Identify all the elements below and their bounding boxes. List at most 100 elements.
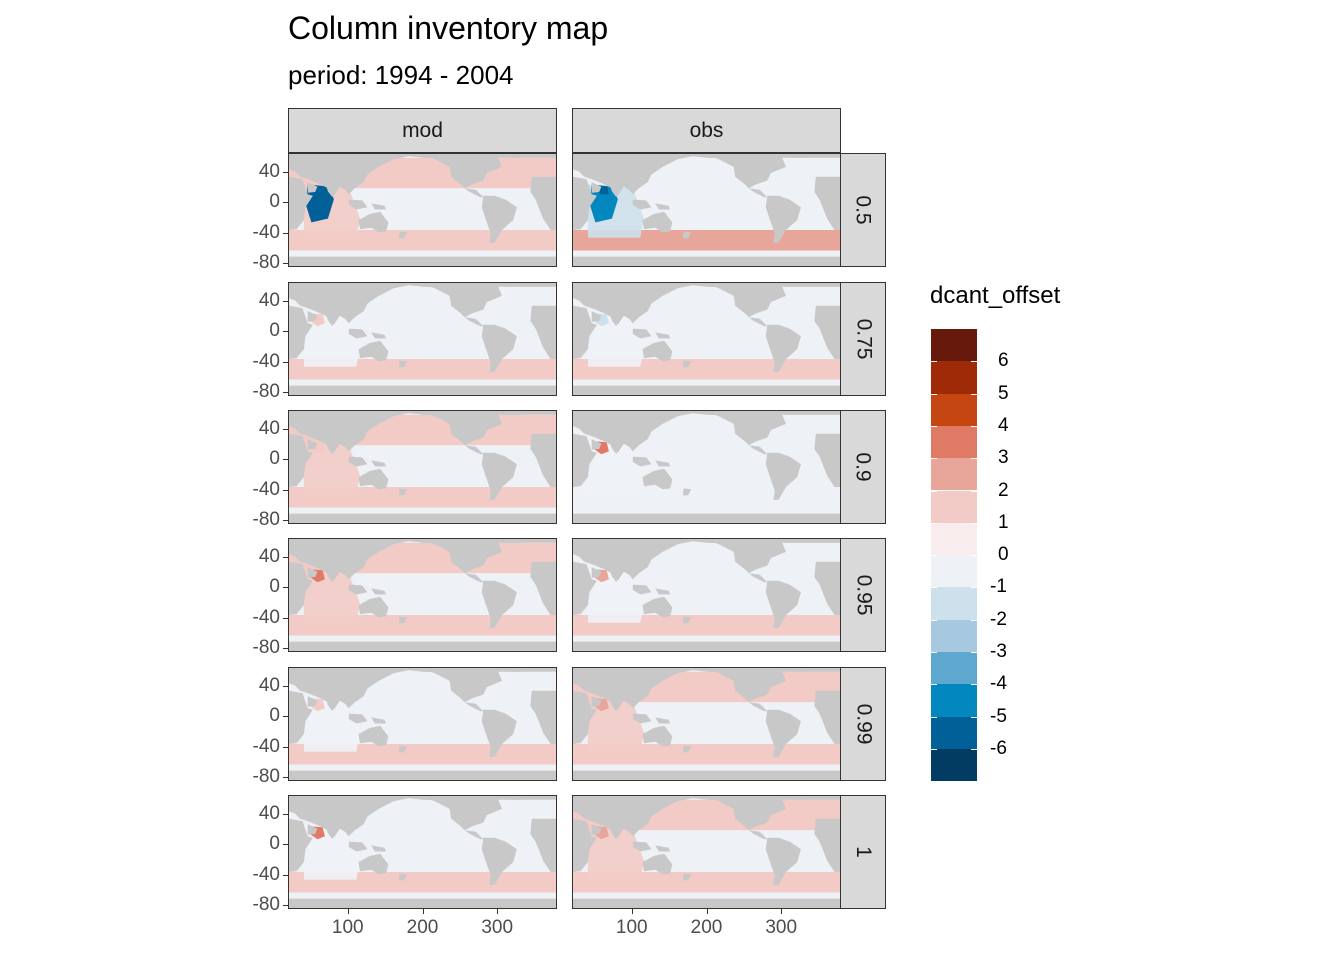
land-mass [711,541,786,574]
map-svg [289,539,556,651]
land-mass [307,311,318,322]
legend-label: -2 [990,608,1007,630]
land-mass [655,460,671,467]
land-mass [481,837,517,885]
land-mass [398,745,408,753]
y-tick-label: -40 [252,478,280,500]
y-tick-label: -80 [252,252,280,274]
land-mass [398,616,408,624]
land-mass [307,439,318,450]
legend-swatch [931,458,977,491]
legend-swatch [931,748,977,782]
y-tick-mark [283,905,288,907]
land-mass [481,452,517,500]
facet-strip-mod: mod [288,108,557,153]
y-tick-label: -40 [252,221,280,243]
land-mass [711,285,786,318]
indian-ocean-region [303,569,360,623]
land-mass [289,283,556,325]
land-mass [498,539,529,543]
map-panel-mod-0_75 [288,282,557,396]
land-mass [782,539,813,543]
map-svg [289,668,556,780]
land-mass [307,182,318,193]
legend-swatch [931,490,977,523]
indian-ocean-region [303,313,360,367]
land-mass [289,690,313,744]
land-mass [427,798,502,831]
land-mass [782,411,813,415]
map-svg [289,411,556,523]
chart-subtitle: period: 1994 - 2004 [288,60,514,90]
land-mass [348,328,368,339]
y-tick-label: 0 [269,705,280,727]
x-tick-label: 200 [690,917,723,938]
x-tick-label: 300 [765,917,798,938]
land-mass [591,824,602,835]
land-mass [398,488,408,496]
map-panel-mod-1 [288,795,557,909]
land-mass [682,873,692,881]
map-panel-obs-0_5 [572,153,841,267]
land-mass [682,616,692,624]
y-tick-label: -40 [252,863,280,885]
land-mass [573,513,840,523]
land-mass [358,340,389,362]
land-mass [655,845,671,852]
land-mass [326,571,334,583]
x-tick-label: 300 [481,917,514,938]
land-mass [642,211,673,233]
y-tick-label: -40 [252,606,280,628]
legend-tick [971,619,977,621]
land-mass [573,796,840,838]
y-tick-mark [283,557,288,558]
facet-strip-row: 0.75 [840,282,886,396]
land-mass [765,709,801,757]
land-mass [655,588,671,595]
land-mass [307,824,318,835]
y-tick-mark [283,202,288,204]
land-mass [814,305,840,359]
land-mass [289,641,556,651]
y-tick-label: -40 [252,350,280,372]
indian-ocean-region [303,826,360,880]
land-mass [498,668,529,672]
land-mass [632,456,652,467]
y-tick-mark [283,617,288,619]
land-mass [427,413,502,446]
facet-strip-row-label: 0.99 [852,703,875,745]
legend-tick [931,748,937,750]
legend-swatch [931,361,977,394]
legend-label: 1 [998,511,1009,533]
land-mass [642,596,673,618]
land-mass [289,154,556,196]
x-tick-mark [347,909,349,914]
map-svg [573,539,840,651]
y-tick-mark [283,874,288,876]
facet-strip-row: 1 [840,795,886,909]
legend-swatch [931,619,977,652]
facet-strip-row-label: 0.5 [851,195,875,225]
land-mass [711,156,786,189]
legend-tick [931,522,937,524]
map-panel-mod-0_5 [288,153,557,267]
legend-tick [931,555,937,557]
legend-swatch [931,329,977,362]
map-svg [573,796,840,908]
land-mass [371,460,387,467]
land-mass [682,360,692,368]
land-mass [358,468,389,490]
land-mass [358,725,389,747]
land-mass [610,315,618,327]
land-mass [530,690,556,744]
land-mass [610,571,618,583]
land-mass [610,186,618,198]
land-mass [573,818,597,872]
land-mass [642,340,673,362]
land-mass [358,853,389,875]
land-mass [530,818,556,872]
land-mass [655,332,671,339]
land-mass [348,199,368,210]
land-mass [573,256,840,266]
land-mass [632,713,652,724]
